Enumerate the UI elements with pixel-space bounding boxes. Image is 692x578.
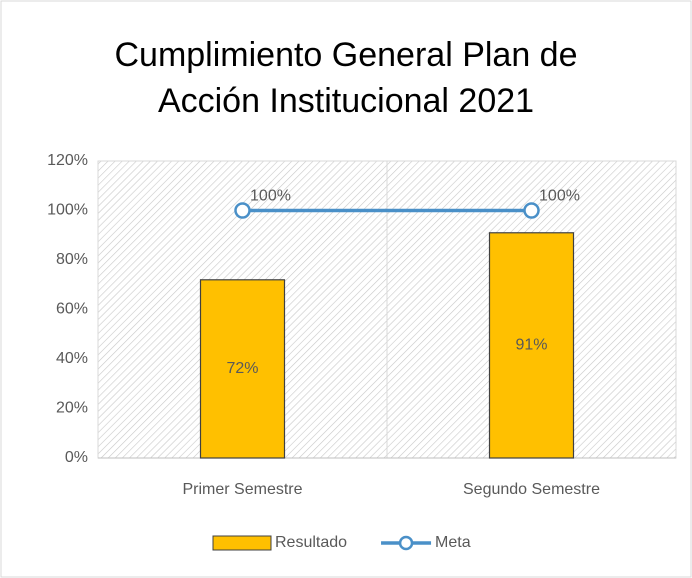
y-tick-label: 60% [56, 301, 88, 318]
y-tick-label: 80% [56, 251, 88, 268]
y-tick-label: 100% [47, 202, 88, 219]
x-tick-label: Segundo Semestre [463, 481, 600, 498]
y-tick-label: 20% [56, 400, 88, 417]
data-label: 100% [539, 188, 580, 205]
line-marker [523, 202, 540, 219]
legend-marker [398, 535, 414, 551]
x-tick-label: Primer Semestre [182, 481, 302, 498]
legend-swatch [212, 535, 272, 551]
y-tick-label: 0% [65, 449, 88, 466]
y-tick-label: 120% [47, 152, 88, 169]
data-label: 72% [226, 360, 258, 377]
bar [488, 232, 575, 459]
data-label: 100% [250, 188, 291, 205]
legend-label: Meta [435, 534, 471, 551]
bar [199, 279, 286, 459]
data-label: 91% [515, 337, 547, 354]
y-tick-label: 40% [56, 350, 88, 367]
legend-label: Resultado [275, 534, 347, 551]
line-marker [234, 202, 251, 219]
chart-title: Cumplimiento General Plan de Acción Inst… [114, 36, 578, 120]
